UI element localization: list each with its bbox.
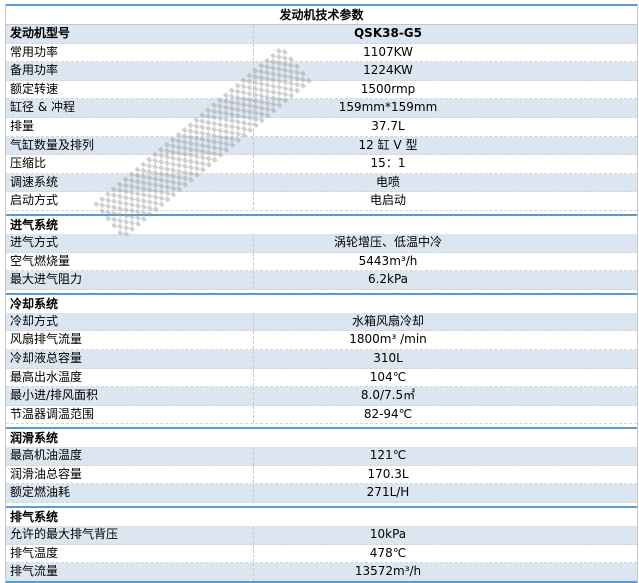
param-label: 备用功率 (6, 62, 254, 80)
param-value: 12 缸 V 型 (358, 137, 418, 152)
param-value: 1500rmp (360, 81, 416, 96)
table-row: 额定燃油耗 271L/H (6, 484, 637, 504)
table-row: 润滑油总容量 170.3L (6, 465, 637, 485)
param-value: 水箱风扇冷却 (351, 313, 424, 328)
param-value: 电启动 (369, 193, 406, 208)
param-label: 冷却方式 (6, 312, 254, 331)
param-label: 缸径 & 冲程 (6, 99, 254, 117)
table-row: 缸径 & 冲程 159mm*159mm (6, 99, 637, 118)
param-label: 气缸数量及排列 (6, 136, 254, 155)
param-label: 最小进/排风面积 (6, 387, 254, 405)
param-label: 润滑油总容量 (6, 465, 254, 484)
header-value: QSK38-G5 (353, 26, 423, 40)
general-section: 常用功率 1107KW 备用功率 1224KW 额定转速 1500rmp 缸径 & 冲程 15… (6, 43, 637, 211)
table-row: 最大进气阻力 6.2kPa (6, 271, 637, 290)
param-label: 额定燃油耗 (6, 484, 254, 503)
param-value: 8.0/7.5㎡ (360, 388, 416, 403)
param-label: 压缩比 (6, 155, 254, 173)
param-label: 启动方式 (6, 192, 254, 210)
table-row: 调速系统 电喷 (6, 173, 637, 193)
table-row: 排量 37.7L (6, 117, 637, 137)
param-label: 排气温度 (6, 544, 254, 563)
param-value: 37.7L (371, 118, 405, 133)
table-row: 进气方式 涡轮增压、低温中冷 (6, 233, 637, 253)
param-value: 1800m³ /min (349, 332, 427, 347)
param-value: 478℃ (369, 545, 407, 560)
param-value: 15：1 (370, 156, 406, 171)
param-label: 冷却液总容量 (6, 349, 254, 368)
param-label: 进气方式 (6, 233, 254, 252)
param-value: 159mm*159mm (338, 100, 438, 115)
table-row: 冷却液总容量 310L (6, 349, 637, 369)
param-label: 风扇排气流量 (6, 331, 254, 349)
engine-spec-table: 发动机技术参数 发动机型号 QSK38-G5 常用功率 1107KW 备用功率 122… (5, 4, 638, 583)
system-sections: 进气系统 进气方式 涡轮增压、低温中冷空气燃烧量 5443m³/h 最大进气阻力 6.2k… (6, 213, 637, 583)
param-label: 常用功率 (6, 43, 254, 62)
param-value: 310L (373, 350, 403, 365)
section-header: 进气系统 (6, 213, 637, 234)
table-row: 节温器调温范围 82-94℃ (6, 405, 637, 425)
param-value: 1107KW (363, 44, 413, 59)
param-label: 最大进气阻力 (6, 271, 254, 289)
section-header: 润滑系统 (6, 427, 637, 448)
param-label: 额定转速 (6, 80, 254, 99)
param-value: 电喷 (375, 174, 400, 189)
table-row: 最高机油温度 121℃ (6, 447, 637, 466)
table-row: 空气燃烧量 5443m³/h (6, 252, 637, 272)
table-title: 发动机技术参数 (6, 4, 637, 25)
table-row: 最小进/排风面积 8.0/7.5㎡ (6, 387, 637, 406)
table-row: 风扇排气流量 1800m³ /min (6, 331, 637, 350)
param-value: 1224KW (363, 63, 413, 78)
param-value: 13572m³/h (354, 564, 422, 579)
param-value: 10kPa (369, 527, 407, 542)
param-value: 104℃ (369, 369, 407, 384)
param-value: 170.3L (367, 466, 409, 481)
table-row: 备用功率 1224KW (6, 62, 637, 81)
param-label: 节温器调温范围 (6, 405, 254, 424)
header-label: 发动机型号 (6, 25, 254, 43)
section-header: 冷却系统 (6, 292, 637, 313)
param-label: 调速系统 (6, 173, 254, 192)
table-row: 排气温度 478℃ (6, 544, 637, 564)
table-row: 气缸数量及排列 12 缸 V 型 (6, 136, 637, 156)
param-value: 82-94℃ (363, 406, 413, 421)
param-label: 排气流量 (6, 563, 254, 581)
param-value: 5443m³/h (358, 253, 418, 268)
table-row: 额定转速 1500rmp (6, 80, 637, 100)
table-row: 冷却方式 水箱风扇冷却 (6, 312, 637, 332)
table-row: 排气流量 13572m³/h (6, 563, 637, 583)
param-label: 最高出水温度 (6, 368, 254, 387)
header-row: 发动机型号 QSK38-G5 (6, 25, 637, 44)
table-row: 压缩比 15：1 (6, 155, 637, 174)
param-label: 排量 (6, 117, 254, 136)
param-value: 6.2kPa (367, 272, 409, 287)
table-row: 常用功率 1107KW (6, 43, 637, 63)
section-header: 排气系统 (6, 506, 637, 527)
param-value: 271L/H (366, 485, 410, 500)
param-label: 允许的最大排气背压 (6, 526, 254, 544)
param-value: 121℃ (369, 448, 407, 463)
param-label: 最高机油温度 (6, 447, 254, 465)
param-value: 涡轮增压、低温中冷 (333, 234, 442, 249)
table-row: 最高出水温度 104℃ (6, 368, 637, 388)
table-row: 允许的最大排气背压 10kPa (6, 526, 637, 545)
table-row: 启动方式 电启动 (6, 192, 637, 211)
param-label: 空气燃烧量 (6, 252, 254, 271)
